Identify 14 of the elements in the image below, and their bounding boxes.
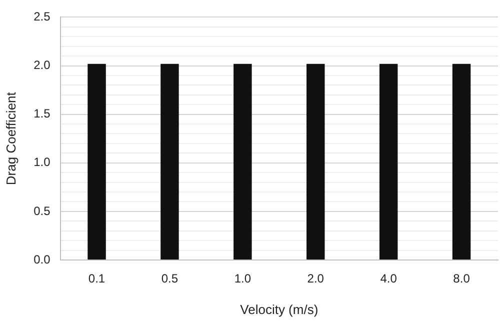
x-tick-label: 4.0	[380, 272, 398, 286]
x-tick-label: 0.1	[88, 272, 106, 286]
y-tick-label: 2.0	[34, 58, 51, 72]
y-tick-label: 0.5	[34, 204, 51, 218]
x-tick-label: 8.0	[453, 272, 470, 286]
y-tick-label: 1.0	[34, 155, 51, 170]
y-tick-label: 2.5	[34, 10, 51, 24]
y-tick-label: 0.0	[34, 252, 51, 266]
y-axis-title: Drag Coefficient	[3, 92, 18, 186]
x-tick-label: 0.5	[161, 272, 178, 286]
y-tick-label: 1.5	[34, 106, 51, 121]
x-tick-label: 1.0	[234, 272, 252, 286]
x-axis-title: Velocity (m/s)	[240, 302, 318, 317]
x-tick-label: 2.0	[307, 272, 324, 286]
